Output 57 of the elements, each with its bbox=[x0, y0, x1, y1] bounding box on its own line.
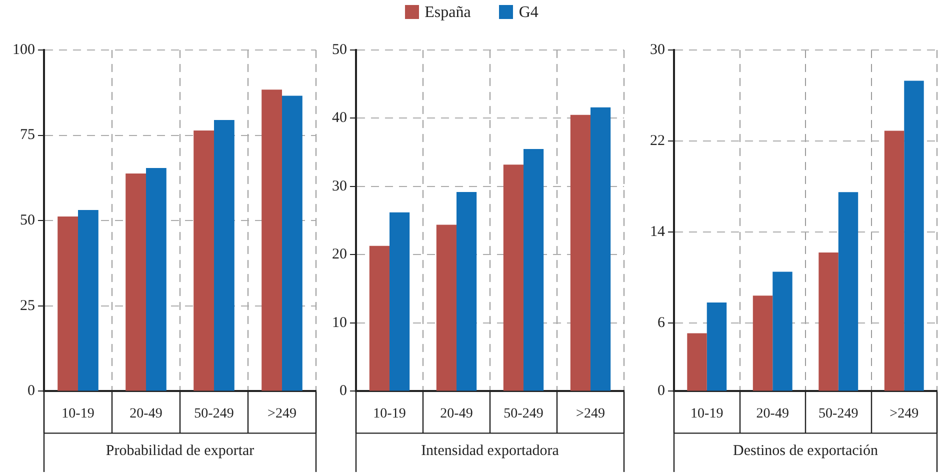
legend-label: G4 bbox=[518, 4, 538, 22]
y-tick-label: 6 bbox=[658, 314, 666, 331]
bar bbox=[390, 212, 410, 391]
y-tick-label: 0 bbox=[658, 383, 665, 400]
y-tick-label: 30 bbox=[650, 42, 665, 58]
bar bbox=[456, 192, 477, 391]
bar bbox=[146, 168, 166, 391]
bar bbox=[752, 296, 773, 391]
bar bbox=[78, 210, 98, 391]
legend-label: España bbox=[424, 4, 471, 22]
y-tick-label: 100 bbox=[12, 42, 35, 58]
bar bbox=[570, 114, 590, 391]
x-axis-title: Destinos de exportación bbox=[733, 442, 878, 459]
y-tick-label: 50 bbox=[20, 212, 35, 229]
y-tick-label: 40 bbox=[332, 110, 347, 126]
bar bbox=[194, 130, 214, 391]
x-tick-label: 10-19 bbox=[62, 406, 94, 422]
bar bbox=[884, 130, 904, 391]
bar bbox=[503, 164, 524, 391]
bar bbox=[214, 120, 234, 391]
bar bbox=[772, 272, 792, 391]
x-tick-label: 10-19 bbox=[690, 406, 724, 422]
y-tick-label: 10 bbox=[332, 314, 347, 331]
y-tick-label: 0 bbox=[340, 383, 347, 400]
y-tick-label: 20 bbox=[332, 246, 347, 263]
y-tick-label: 0 bbox=[28, 383, 35, 400]
bar bbox=[904, 80, 924, 391]
y-tick-label: 50 bbox=[332, 42, 347, 58]
bar bbox=[590, 107, 611, 391]
bar bbox=[838, 192, 858, 391]
bar bbox=[436, 224, 456, 391]
x-tick-label: 10-19 bbox=[373, 406, 406, 422]
bar bbox=[818, 252, 838, 391]
x-tick-label: 50-249 bbox=[504, 406, 544, 422]
x-tick-label: 50-249 bbox=[194, 406, 234, 422]
bar bbox=[282, 96, 302, 391]
bar bbox=[58, 216, 78, 391]
x-tick-label: 20-49 bbox=[440, 406, 473, 422]
x-tick-label: 20-49 bbox=[756, 406, 789, 422]
bar bbox=[687, 333, 707, 391]
bar bbox=[262, 90, 282, 391]
x-tick-label: >249 bbox=[268, 406, 296, 422]
y-tick-label: 30 bbox=[332, 178, 347, 194]
x-tick-label: 20-49 bbox=[130, 406, 162, 422]
y-tick-label: 14 bbox=[650, 224, 666, 240]
bar bbox=[369, 246, 390, 391]
y-tick-label: 22 bbox=[650, 132, 665, 149]
bar bbox=[524, 148, 544, 391]
bar bbox=[126, 174, 146, 391]
x-tick-label: >249 bbox=[890, 406, 919, 422]
x-tick-label: 50-249 bbox=[818, 406, 858, 422]
x-axis-title: Probabilidad de exportar bbox=[106, 442, 254, 459]
y-tick-label: 25 bbox=[20, 298, 35, 314]
bar bbox=[706, 302, 727, 391]
x-axis-title: Intensidad exportadora bbox=[421, 442, 560, 459]
y-tick-label: 75 bbox=[20, 127, 35, 144]
x-tick-label: >249 bbox=[576, 406, 605, 422]
